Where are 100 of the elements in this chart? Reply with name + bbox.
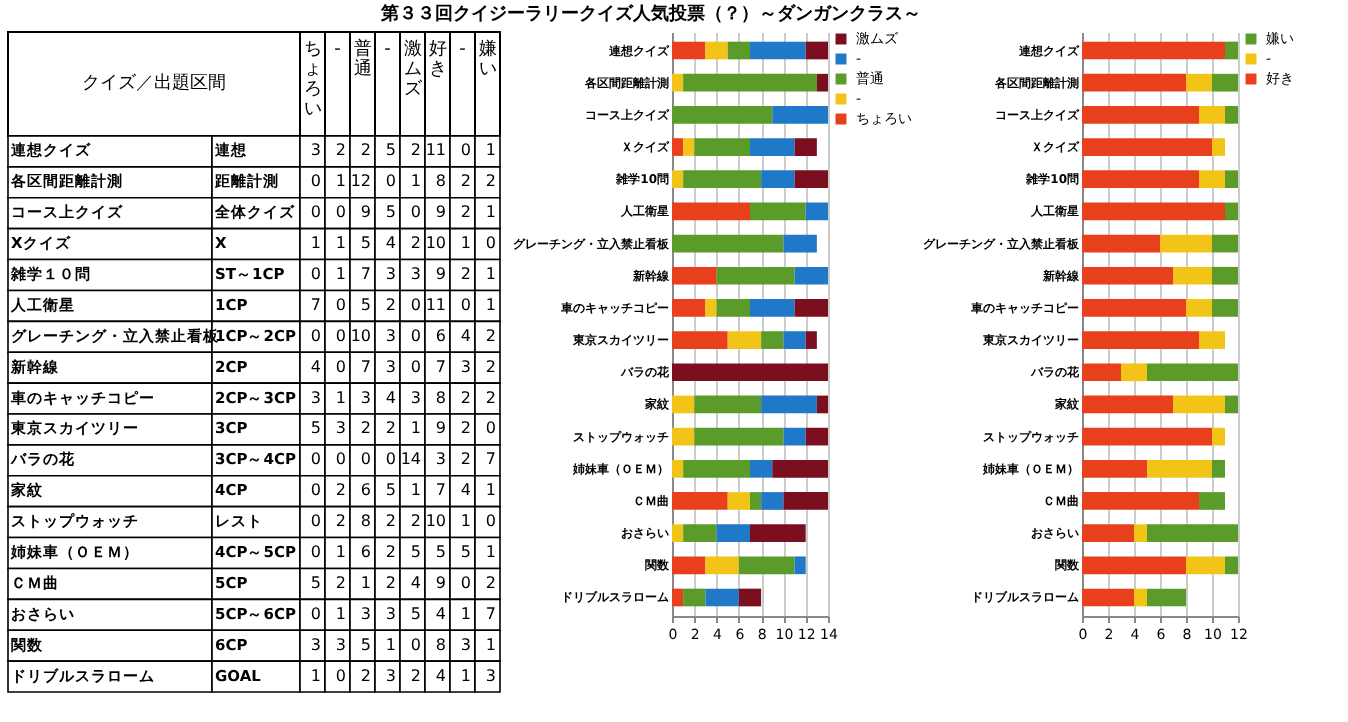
data-label: 2 [410,666,421,685]
data-label: 1 [410,172,421,191]
data-label: 1 [385,635,396,654]
data-label: 4 [385,234,396,253]
bar [1082,588,1134,607]
data-label: 0 [410,357,421,376]
data-label: 7 [435,481,446,500]
bar [1134,588,1147,607]
bar [783,331,806,349]
bar [1082,524,1134,542]
data-label: 0 [335,450,346,469]
x-tick-label: ちょろい [303,40,322,120]
data-label: 4 [385,388,396,407]
data-label: 1 [335,604,346,623]
x-tick-label: 普通 [353,38,372,80]
data-label: 1 [485,543,496,561]
data-label: 5 [310,573,321,592]
bar [1147,588,1186,607]
bar [750,299,795,317]
bar [683,459,750,478]
data-label: 10 [425,512,446,531]
data-label: 3 [310,141,321,160]
data-label: 2 [360,666,371,685]
data-label: 3 [385,604,396,623]
data-label: 5 [435,543,446,561]
data-label: 1 [335,265,346,283]
bar [672,106,773,124]
bar [1225,106,1238,124]
data-label: 0 [310,326,321,345]
bar [1082,556,1186,575]
bar [783,427,806,446]
bar [761,170,795,189]
data-label: 2 [410,234,421,253]
x-tick-label: 嫌い [478,38,497,80]
bar [761,331,784,349]
bar [794,299,828,317]
bar [683,524,717,542]
bar [1199,106,1225,124]
bar [816,73,828,92]
bar [1134,524,1147,542]
data-label: 4 [435,604,446,623]
bar [1147,459,1212,478]
bar [750,492,762,510]
data-label: 2 [335,481,346,500]
data-label: 0 [385,450,396,469]
data-label: 0 [335,295,346,314]
data-label: 7 [310,295,321,314]
bar [772,106,828,124]
bar [1082,138,1212,156]
bar [1225,41,1238,60]
data-label: 1 [460,234,471,253]
bar [1225,556,1238,575]
bar [1212,299,1238,317]
bar [672,331,728,349]
data-label: 3 [410,388,421,407]
data-label: 5 [360,635,371,654]
data-label: 1 [335,543,346,561]
data-label: 3 [360,604,371,623]
bar [750,459,773,478]
data-label: 2 [485,573,496,592]
bar [727,492,750,510]
data-label: 2 [385,419,396,438]
data-label: 3 [335,635,346,654]
data-label: 3 [335,419,346,438]
bar [1082,73,1186,92]
data-label: 3 [310,388,321,407]
bar [794,556,806,575]
data-label: 2 [360,141,371,160]
data-label: 1 [460,512,471,531]
bar [672,556,706,575]
data-label: 9 [435,419,446,438]
bar [1225,395,1238,414]
data-label: 7 [360,265,371,283]
bar [672,73,684,92]
bar [1212,73,1238,92]
data-label: 11 [425,141,446,160]
bar [705,41,728,60]
data-label: 10 [350,326,371,345]
bar [694,138,750,156]
bar [783,492,828,510]
bar [716,266,795,285]
data-label: 2 [485,326,496,345]
data-label: 2 [485,357,496,376]
data-label: 12 [350,172,371,191]
data-label: 6 [360,481,371,500]
bar [1173,395,1225,414]
data-label: 2 [385,573,396,592]
bar [1212,234,1238,253]
data-label: 2 [385,543,396,561]
data-label: 2 [460,388,471,407]
data-label: 5 [410,543,421,561]
data-label: 5 [385,481,396,500]
bar [1147,524,1238,542]
data-label: 0 [360,450,371,469]
data-label: 0 [310,543,321,561]
bar [738,588,762,607]
data-label: 7 [485,604,496,623]
bar [727,41,750,60]
data-label: 0 [310,512,321,531]
data-label: 1 [460,666,471,685]
